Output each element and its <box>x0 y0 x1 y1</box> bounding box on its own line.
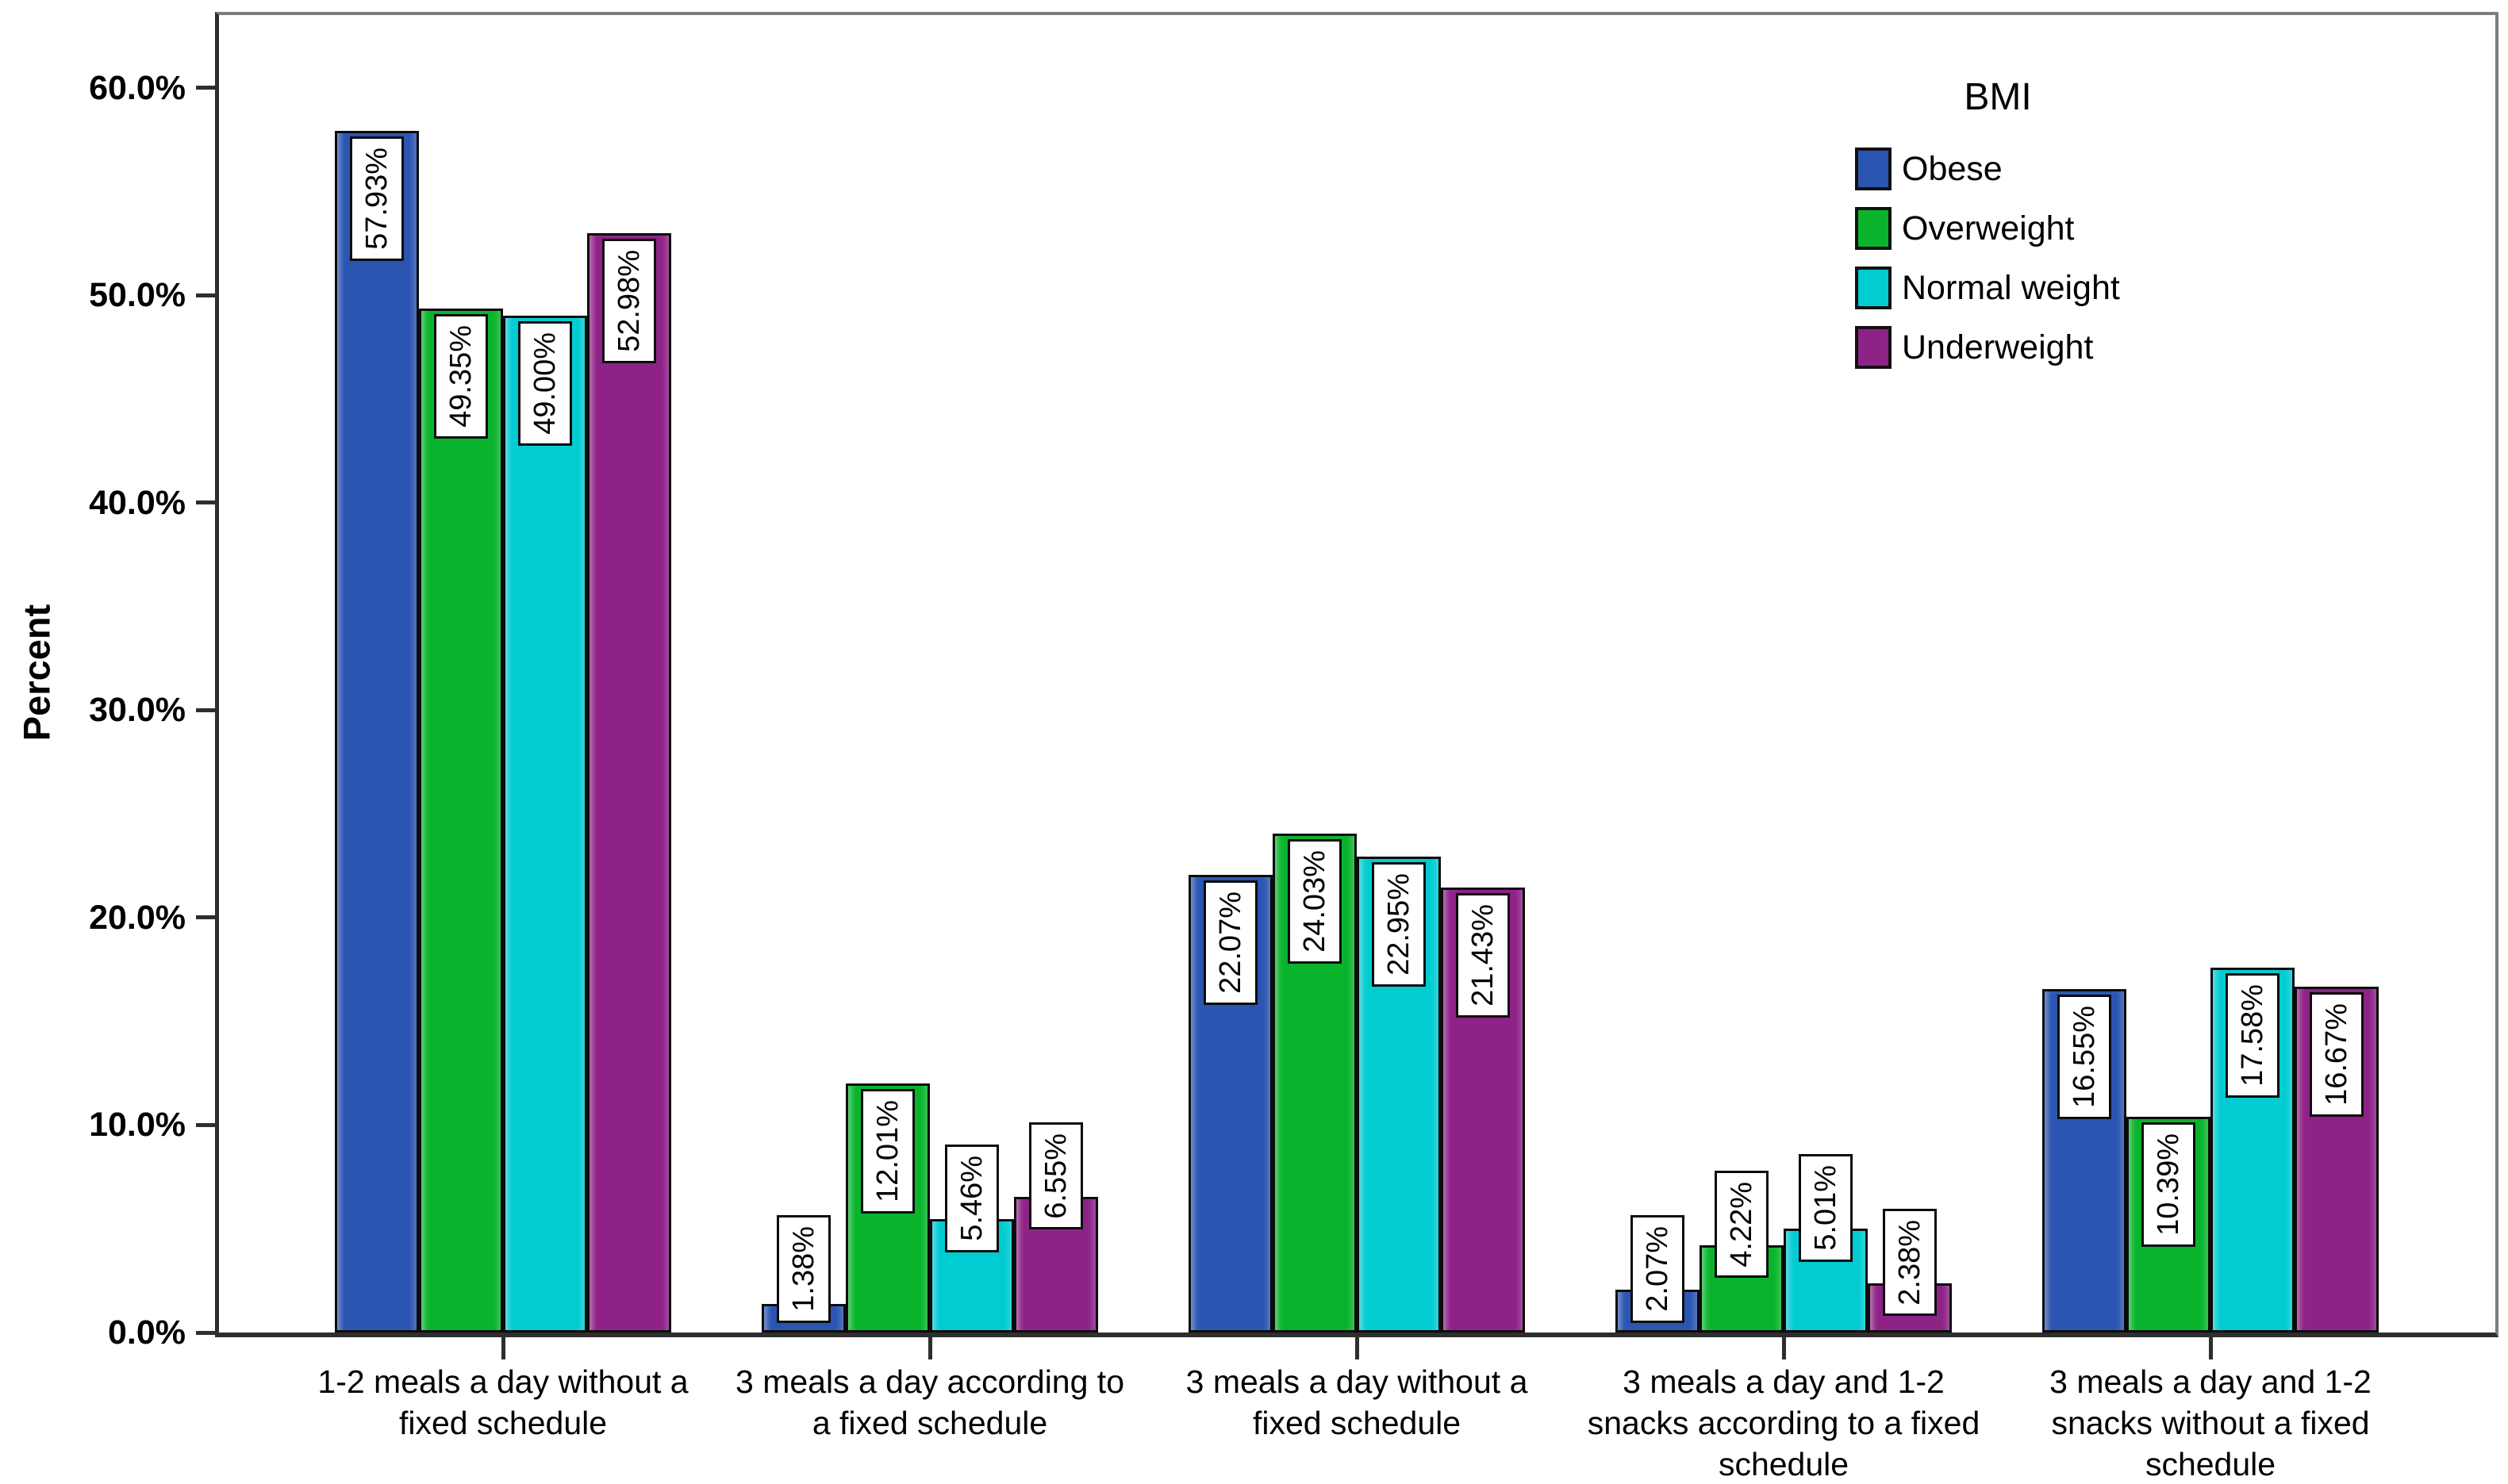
bar-underweight <box>587 233 671 1333</box>
legend-swatch <box>1855 148 1892 190</box>
legend-swatch <box>1855 267 1892 309</box>
bar-value-label: 57.93% <box>350 136 404 261</box>
bar-obese <box>2042 989 2126 1333</box>
bar-value-label: 1.38% <box>777 1215 831 1323</box>
bar-value-label: 2.07% <box>1630 1214 1684 1323</box>
bar-value-text: 49.00% <box>528 332 562 435</box>
bar-value-label: 21.43% <box>1456 893 1510 1018</box>
bar-value-text: 6.55% <box>1039 1133 1073 1219</box>
y-tick-mark <box>196 500 215 505</box>
bar-value-text: 49.35% <box>444 325 478 428</box>
bar-group: 1.38% 12.01% 5.46% 6.55% <box>762 15 1098 1333</box>
bar-value-label: 16.55% <box>2057 995 2111 1119</box>
y-tick-mark <box>196 1330 215 1335</box>
bar-value-text: 5.01% <box>1809 1164 1842 1251</box>
bar-value-label: 22.95% <box>1372 861 1426 987</box>
y-tick-label: 20.0% <box>89 898 186 937</box>
x-tick-mark <box>1781 1337 1786 1359</box>
legend-title: BMI <box>1964 76 2032 118</box>
x-tick-mark <box>2208 1337 2213 1359</box>
bar-value-text: 21.43% <box>1466 904 1500 1007</box>
bar-value-text: 22.07% <box>1214 891 1247 994</box>
bar-value-text: 16.55% <box>2068 1006 2101 1108</box>
bar-value-label: 6.55% <box>1029 1122 1083 1230</box>
bar-group: 22.07% 24.03% 22.95% 21.43% <box>1189 15 1525 1333</box>
bar-value-text: 1.38% <box>787 1226 820 1312</box>
bar-value-label: 24.03% <box>1288 839 1342 964</box>
y-tick-mark <box>196 1122 215 1127</box>
legend-swatch <box>1855 207 1892 250</box>
x-tick-mark <box>1354 1337 1359 1359</box>
bar-value-label: 5.01% <box>1799 1153 1853 1262</box>
bar-value-text: 4.22% <box>1725 1181 1758 1267</box>
y-tick-label: 0.0% <box>107 1313 186 1352</box>
bar-value-label: 52.98% <box>602 239 656 364</box>
x-category-label: 3 meals a day without a fixed schedule <box>1185 1363 1528 1441</box>
bar-value-label: 5.46% <box>945 1145 999 1252</box>
y-tick-mark <box>196 293 215 297</box>
plot-inner: 57.93% 49.35% 49.00% 52.98% 1.38% 12.01% 5.46%… <box>219 15 2495 1333</box>
bar-obese <box>1189 874 1273 1333</box>
bar-value-label: 49.35% <box>434 314 488 439</box>
x-tick-mark <box>501 1337 505 1359</box>
legend-item-obese: Obese <box>1855 148 2141 190</box>
bar-value-text: 24.03% <box>1298 850 1331 953</box>
bar-value-label: 2.38% <box>1883 1208 1937 1317</box>
legend-items: Obese Overweight Normal weight Underweight <box>1855 148 2141 369</box>
bar-value-label: 22.07% <box>1204 880 1258 1005</box>
bar-value-text: 57.93% <box>360 147 394 250</box>
bar-value-label: 49.00% <box>518 321 572 447</box>
bar-normal-weight <box>503 316 587 1333</box>
bar-group: 16.55% 10.39% 17.58% 16.67% <box>2042 15 2379 1333</box>
bar-value-text: 52.98% <box>613 250 646 353</box>
bar-obese <box>335 130 419 1333</box>
y-tick-label: 10.0% <box>89 1106 186 1145</box>
y-tick-mark <box>196 86 215 90</box>
y-tick-label: 50.0% <box>89 276 186 315</box>
legend-item-normal-weight: Normal weight <box>1855 267 2141 309</box>
bar-value-text: 5.46% <box>955 1156 989 1241</box>
bar-group: 57.93% 49.35% 49.00% 52.98% <box>335 15 671 1333</box>
bar-value-label: 16.67% <box>2310 991 2364 1117</box>
y-tick-label: 30.0% <box>89 691 186 730</box>
legend: BMI Obese Overweight Normal weight Underwei… <box>1855 76 2141 385</box>
y-tick-label: 60.0% <box>89 68 186 107</box>
legend-item-label: Obese <box>1902 150 2003 188</box>
x-category-label: 3 meals a day and 1-2 snacks according t… <box>1587 1363 1980 1482</box>
bar-value-label: 10.39% <box>2141 1122 2195 1248</box>
bar-overweight <box>419 309 503 1333</box>
plot-area: 57.93% 49.35% 49.00% 52.98% 1.38% 12.01% 5.46%… <box>215 12 2498 1337</box>
bar-value-label: 17.58% <box>2226 973 2279 1099</box>
x-category-label: 1-2 meals a day without a fixed schedule <box>317 1363 689 1441</box>
bar-value-text: 2.07% <box>1641 1225 1674 1312</box>
x-tick-mark <box>928 1337 932 1359</box>
legend-item-label: Underweight <box>1902 328 2094 366</box>
legend-item-label: Normal weight <box>1902 269 2120 307</box>
x-category-label: 3 meals a day according to a fixed sched… <box>736 1363 1124 1441</box>
bar-value-label: 4.22% <box>1715 1170 1769 1279</box>
bar-value-text: 12.01% <box>871 1099 904 1202</box>
bar-underweight <box>1014 1196 1098 1333</box>
bar-value-label: 12.01% <box>861 1088 915 1214</box>
x-category-label: 3 meals a day and 1-2 snacks without a f… <box>2049 1363 2372 1482</box>
legend-item-overweight: Overweight <box>1855 207 2141 250</box>
y-tick-mark <box>196 707 215 712</box>
bar-value-text: 22.95% <box>1382 872 1415 976</box>
bar-value-text: 2.38% <box>1893 1219 1926 1306</box>
legend-swatch <box>1855 326 1892 369</box>
legend-item-label: Overweight <box>1902 209 2075 247</box>
bar-group: 2.07% 4.22% 5.01% 2.38% <box>1615 15 1952 1333</box>
legend-item-underweight: Underweight <box>1855 326 2141 369</box>
y-tick-mark <box>196 915 215 920</box>
bar-value-text: 16.67% <box>2320 1003 2353 1106</box>
y-tick-label: 40.0% <box>89 483 186 522</box>
bar-normal-weight <box>1784 1228 1868 1333</box>
bar-value-text: 17.58% <box>2236 984 2269 1087</box>
bar-value-text: 10.39% <box>2152 1133 2185 1237</box>
